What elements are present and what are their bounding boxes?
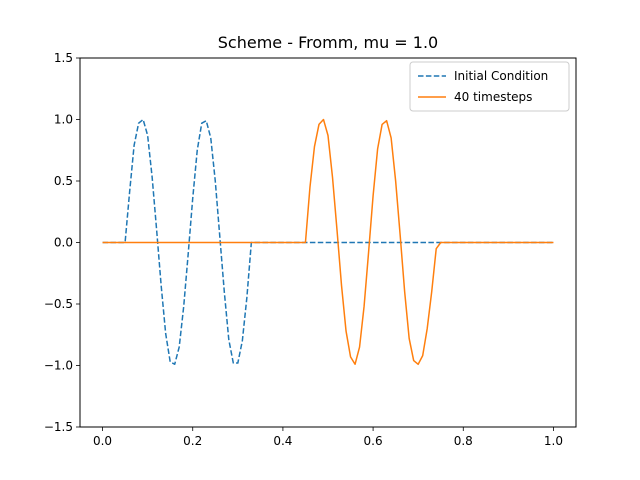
y-axis: −1.5 −1.0 −0.5 0.0 0.5 1.0 1.5 xyxy=(44,51,80,434)
x-tick-label: 0.2 xyxy=(183,434,202,448)
y-tick-label: 0.5 xyxy=(54,174,73,188)
y-tick-label: 1.0 xyxy=(54,113,73,127)
x-tick-label: 1.0 xyxy=(544,434,563,448)
legend-label-1: Initial Condition xyxy=(454,69,548,83)
x-tick-label: 0.8 xyxy=(454,434,473,448)
series-layer xyxy=(102,118,554,366)
x-axis: 0.0 0.2 0.4 0.6 0.8 1.0 xyxy=(93,427,563,448)
y-tick-label: −0.5 xyxy=(44,297,73,311)
chart-title: Scheme - Fromm, mu = 1.0 xyxy=(218,33,438,52)
y-tick-label: 0.0 xyxy=(54,236,73,250)
y-tick-label: 1.5 xyxy=(54,51,73,65)
plot-area-frame xyxy=(79,57,577,428)
x-tick-label: 0.6 xyxy=(364,434,383,448)
y-tick-label: −1.5 xyxy=(44,420,73,434)
legend-label-2: 40 timesteps xyxy=(454,90,532,104)
series-line-2 xyxy=(102,118,554,366)
y-tick-label: −1.0 xyxy=(44,359,73,373)
legend-frame xyxy=(409,61,570,112)
x-tick-label: 0.0 xyxy=(93,434,112,448)
x-tick-label: 0.4 xyxy=(273,434,292,448)
legend: Initial Condition 40 timesteps xyxy=(409,61,570,112)
